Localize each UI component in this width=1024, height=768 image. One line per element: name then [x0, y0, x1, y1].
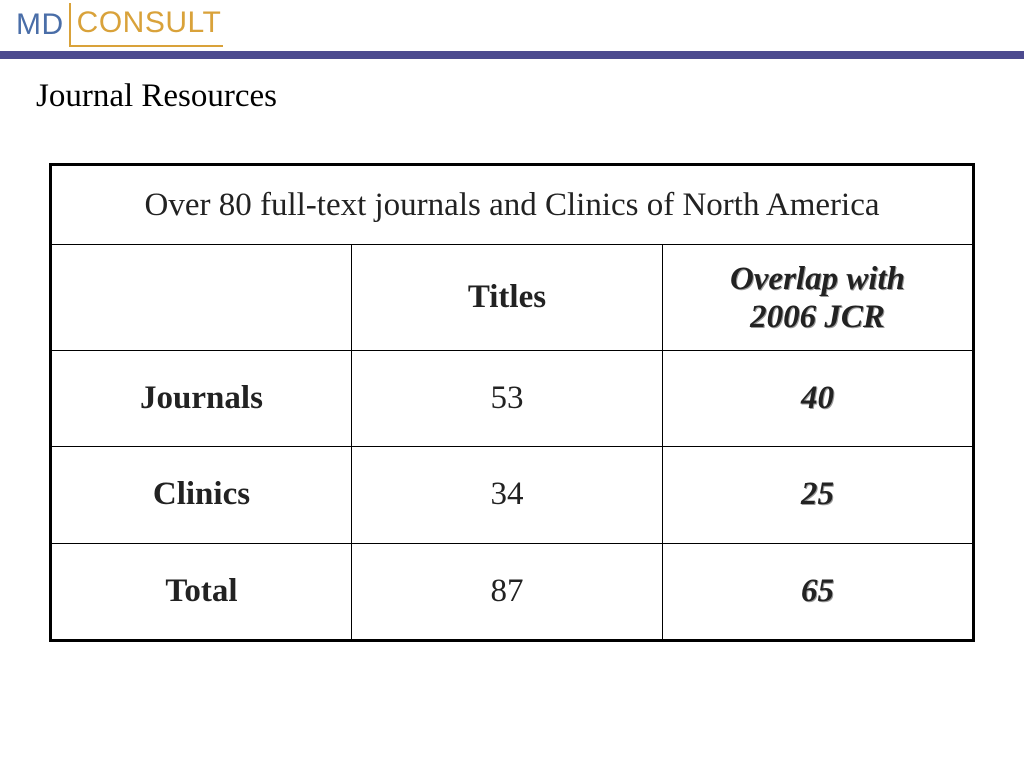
- header-overlap-line2: 2006 JCR: [750, 298, 885, 335]
- header-titles: Titles: [350, 244, 663, 351]
- table-row: Total 87 65: [50, 542, 975, 642]
- row-overlap-value: 65: [661, 542, 975, 642]
- row-label: Journals: [50, 349, 352, 448]
- row-overlap-value: 25: [661, 446, 975, 544]
- md-consult-logo: MD CONSULT: [16, 2, 224, 48]
- table-header-row: Titles Overlap with 2006 JCR: [50, 244, 975, 351]
- logo-consult-text: CONSULT: [68, 3, 224, 47]
- row-overlap-value: 40: [661, 349, 975, 448]
- logo-md-text: MD: [16, 8, 64, 41]
- row-titles-value: 34: [350, 446, 663, 544]
- row-titles-value: 53: [350, 349, 663, 448]
- table-caption-row: Over 80 full-text journals and Clinics o…: [50, 163, 974, 246]
- table-row: Clinics 34 25: [50, 446, 975, 544]
- journal-resources-table: Over 80 full-text journals and Clinics o…: [49, 163, 975, 642]
- table-row: Journals 53 40: [50, 349, 975, 448]
- table-caption: Over 80 full-text journals and Clinics o…: [50, 163, 974, 246]
- header-overlap: Overlap with 2006 JCR: [661, 244, 975, 351]
- row-label: Clinics: [50, 446, 352, 544]
- page-title: Journal Resources: [36, 78, 278, 114]
- row-label: Total: [50, 542, 352, 642]
- row-titles-value: 87: [350, 542, 663, 642]
- header-rule: [0, 51, 1024, 59]
- header-label-cell: [50, 244, 352, 351]
- header-overlap-line1: Overlap with: [729, 260, 906, 297]
